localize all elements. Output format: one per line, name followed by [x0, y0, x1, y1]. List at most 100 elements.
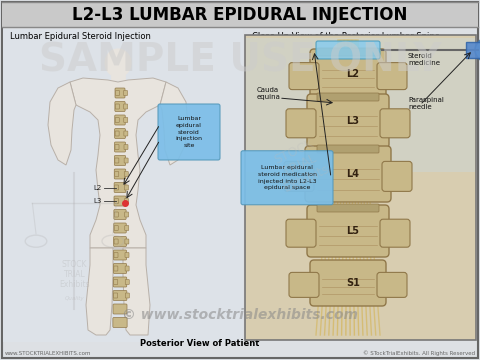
FancyBboxPatch shape — [115, 144, 119, 149]
FancyBboxPatch shape — [310, 260, 386, 306]
FancyBboxPatch shape — [125, 252, 129, 257]
FancyBboxPatch shape — [377, 273, 407, 297]
FancyBboxPatch shape — [114, 212, 119, 217]
FancyBboxPatch shape — [115, 129, 125, 139]
FancyBboxPatch shape — [286, 109, 316, 138]
FancyBboxPatch shape — [113, 250, 127, 260]
FancyBboxPatch shape — [289, 273, 319, 297]
FancyBboxPatch shape — [380, 109, 410, 138]
FancyBboxPatch shape — [113, 291, 127, 301]
FancyBboxPatch shape — [241, 151, 333, 205]
FancyBboxPatch shape — [114, 196, 126, 206]
FancyBboxPatch shape — [310, 49, 386, 99]
FancyBboxPatch shape — [286, 219, 316, 247]
FancyBboxPatch shape — [115, 117, 119, 122]
FancyBboxPatch shape — [125, 293, 130, 298]
Bar — [245, 35, 476, 340]
FancyBboxPatch shape — [124, 185, 128, 190]
FancyBboxPatch shape — [113, 304, 127, 314]
FancyBboxPatch shape — [124, 104, 128, 109]
FancyBboxPatch shape — [114, 223, 126, 233]
Polygon shape — [48, 82, 76, 165]
Polygon shape — [86, 248, 113, 335]
FancyBboxPatch shape — [115, 171, 119, 176]
FancyBboxPatch shape — [113, 264, 127, 274]
Text: Lumbar epidural
steroid medication
injected into L2-L3
epidural space: Lumbar epidural steroid medication injec… — [257, 165, 316, 190]
FancyBboxPatch shape — [317, 93, 379, 101]
FancyBboxPatch shape — [317, 48, 379, 56]
FancyBboxPatch shape — [125, 212, 129, 217]
FancyBboxPatch shape — [115, 115, 125, 125]
FancyBboxPatch shape — [114, 252, 118, 257]
Text: © STockTrialExhibits. All Rights Reserved: © STockTrialExhibits. All Rights Reserve… — [363, 350, 475, 356]
Polygon shape — [160, 82, 188, 165]
Text: Cauda
equina: Cauda equina — [257, 86, 281, 99]
FancyBboxPatch shape — [114, 156, 126, 166]
Ellipse shape — [475, 36, 480, 64]
FancyBboxPatch shape — [125, 239, 129, 244]
Bar — [246, 38, 475, 172]
FancyBboxPatch shape — [124, 117, 128, 122]
FancyBboxPatch shape — [116, 90, 120, 95]
Text: © www.stocktrialexhibits.com: © www.stocktrialexhibits.com — [122, 308, 358, 322]
FancyBboxPatch shape — [114, 237, 126, 247]
Text: Steroid
medicine: Steroid medicine — [408, 53, 440, 66]
FancyBboxPatch shape — [114, 183, 126, 193]
Text: STOCK
TRIAL
Exhibits: STOCK TRIAL Exhibits — [268, 135, 332, 195]
FancyBboxPatch shape — [158, 104, 220, 160]
Text: L2: L2 — [94, 184, 102, 190]
FancyBboxPatch shape — [115, 102, 125, 112]
Text: S1: S1 — [346, 278, 360, 288]
Text: L3: L3 — [347, 116, 360, 126]
FancyBboxPatch shape — [289, 63, 319, 90]
FancyBboxPatch shape — [316, 41, 380, 59]
FancyBboxPatch shape — [124, 158, 128, 163]
FancyBboxPatch shape — [115, 104, 120, 109]
Polygon shape — [70, 78, 166, 248]
Text: Quality: Quality — [65, 296, 84, 301]
FancyBboxPatch shape — [377, 63, 407, 90]
FancyBboxPatch shape — [124, 171, 128, 176]
FancyBboxPatch shape — [123, 90, 128, 95]
Text: L2: L2 — [347, 69, 360, 79]
Bar — [111, 65, 125, 80]
FancyBboxPatch shape — [125, 266, 129, 271]
Text: STOCK
TRIAL
Exhibits: STOCK TRIAL Exhibits — [59, 260, 90, 289]
Text: L4: L4 — [347, 169, 360, 179]
FancyBboxPatch shape — [125, 279, 129, 284]
FancyBboxPatch shape — [115, 158, 119, 163]
Text: Posterior View of Patient: Posterior View of Patient — [140, 339, 260, 348]
FancyBboxPatch shape — [115, 198, 119, 203]
FancyBboxPatch shape — [115, 185, 119, 190]
FancyBboxPatch shape — [124, 144, 128, 149]
Text: www.STOCKTRIALEXHIBITS.com: www.STOCKTRIALEXHIBITS.com — [5, 351, 92, 356]
Bar — [2, 2, 478, 27]
FancyBboxPatch shape — [317, 204, 379, 212]
Ellipse shape — [105, 49, 131, 77]
FancyBboxPatch shape — [113, 277, 127, 287]
FancyBboxPatch shape — [284, 161, 314, 192]
FancyBboxPatch shape — [317, 145, 379, 153]
FancyBboxPatch shape — [114, 266, 118, 271]
FancyBboxPatch shape — [115, 142, 125, 152]
Text: L2-L3 LUMBAR EPIDURAL INJECTION: L2-L3 LUMBAR EPIDURAL INJECTION — [72, 6, 408, 24]
FancyBboxPatch shape — [114, 239, 118, 244]
Bar — [466, 42, 480, 58]
FancyBboxPatch shape — [382, 161, 412, 192]
FancyBboxPatch shape — [307, 205, 389, 257]
Text: Close Up View of the Posterior Lumbar Spine: Close Up View of the Posterior Lumbar Sp… — [252, 32, 440, 41]
FancyBboxPatch shape — [113, 318, 127, 328]
FancyBboxPatch shape — [124, 131, 128, 136]
FancyBboxPatch shape — [114, 225, 118, 230]
FancyBboxPatch shape — [115, 131, 119, 136]
Text: Paraspinal
needle: Paraspinal needle — [408, 97, 444, 110]
FancyBboxPatch shape — [124, 198, 129, 203]
Bar — [3, 29, 243, 342]
FancyBboxPatch shape — [114, 279, 118, 284]
Text: L3: L3 — [94, 198, 102, 204]
FancyBboxPatch shape — [305, 146, 391, 202]
FancyBboxPatch shape — [114, 169, 126, 179]
Text: SAMPLE USE ONLY: SAMPLE USE ONLY — [39, 41, 441, 79]
FancyBboxPatch shape — [307, 94, 389, 148]
Polygon shape — [123, 248, 150, 335]
